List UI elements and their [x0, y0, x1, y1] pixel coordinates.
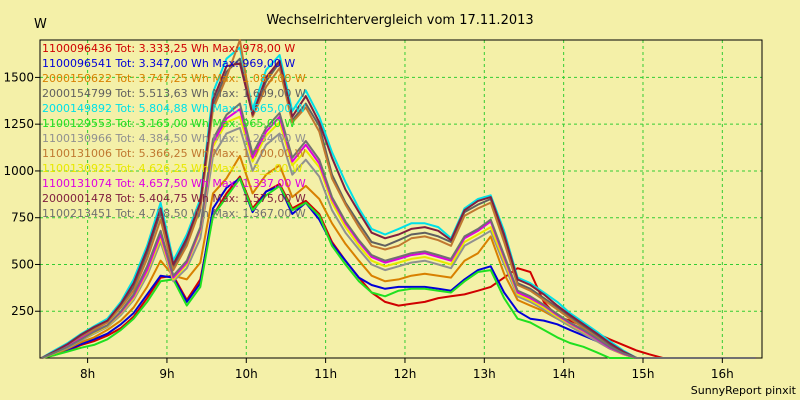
x-tick-label: 15h	[632, 367, 655, 381]
legend-entry-1100131074: 1100131074 Tot: 4.657,50 Wh Max: 1.337,0…	[42, 177, 306, 190]
x-tick-label: 10h	[235, 367, 258, 381]
legend-entry-1100213451: 1100213451 Tot: 4.718,50 Wh Max: 1.367,0…	[42, 207, 306, 220]
grid	[40, 40, 762, 358]
legend-entry-1100131006: 1100131006 Tot: 5.366,25 Wh Max: 1.700,0…	[42, 147, 306, 160]
x-tick-label: 12h	[394, 367, 417, 381]
x-tick-label: 8h	[80, 367, 95, 381]
y-axis-unit: W	[34, 17, 47, 32]
legend-entry-2000154799: 2000154799 Tot: 5.513,63 Wh Max: 1.609,0…	[42, 87, 306, 100]
y-tick-label: 750	[11, 211, 34, 225]
legend-entry-1100129553: 1100129553 Tot: 3.165,00 Wh Max: 965,00 …	[42, 117, 295, 130]
series-line-1100096436	[41, 175, 756, 359]
x-tick-label: 14h	[552, 367, 575, 381]
legend-entry-1100130925: 1100130925 Tot: 4.626,25 Wh Max: 1.3__,0…	[42, 162, 303, 175]
x-tick-label: 9h	[159, 367, 174, 381]
y-tick-label: 1000	[3, 164, 34, 178]
legend-entry-1100096541: 1100096541 Tot: 3.347,00 Wh Max: 969,00 …	[42, 57, 295, 70]
y-tick-label: 500	[11, 257, 34, 271]
legend-entry-1100130966: 1100130966 Tot: 4.384,50 Wh Max: 1.234,0…	[42, 132, 306, 145]
x-tick-label: 13h	[473, 367, 496, 381]
legend-entry-2000001478: 2000001478 Tot: 5.404,75 Wh Max: 1.575,0…	[42, 192, 306, 205]
chart-footer: SunnyReport pinxit	[691, 384, 797, 397]
axis-ticks: 8h 9h 10h 11h 12h 13h 14h 15h 16h 250 500 750 1000 12…	[3, 70, 733, 381]
y-tick-label: 1250	[3, 117, 34, 131]
legend-entry-2000150622: 2000150622 Tot: 3.747,25 Wh Max: 1.085,0…	[42, 72, 306, 85]
y-tick-label: 1500	[3, 70, 34, 84]
legend-entry-2000149892: 2000149892 Tot: 5.804,88 Wh Max: 1.665,0…	[42, 102, 306, 115]
y-tick-label: 250	[11, 304, 34, 318]
series-line-1100213451	[41, 102, 756, 359]
legend-entry-1100096436: 1100096436 Tot: 3.333,25 Wh Max: 978,00 …	[42, 42, 295, 55]
legend: 1100096436 Tot: 3.333,25 Wh Max: 978,00 …	[42, 42, 306, 220]
x-tick-label: 16h	[711, 367, 734, 381]
plot-area	[39, 39, 763, 359]
chart-title: Wechselrichtervergleich vom 17.11.2013	[266, 13, 533, 28]
series-layer	[41, 39, 756, 359]
x-tick-label: 11h	[314, 367, 337, 381]
